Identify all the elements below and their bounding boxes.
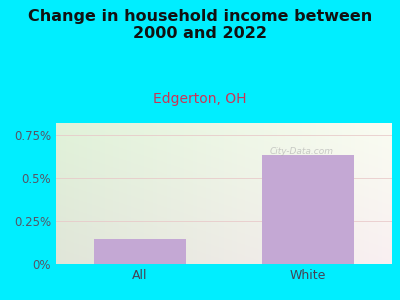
Text: Change in household income between
2000 and 2022: Change in household income between 2000 … [28, 9, 372, 41]
Bar [94, 238, 186, 264]
Text: Edgerton, OH: Edgerton, OH [153, 92, 247, 106]
Text: City-Data.com: City-Data.com [269, 147, 333, 156]
Bar [262, 155, 354, 264]
